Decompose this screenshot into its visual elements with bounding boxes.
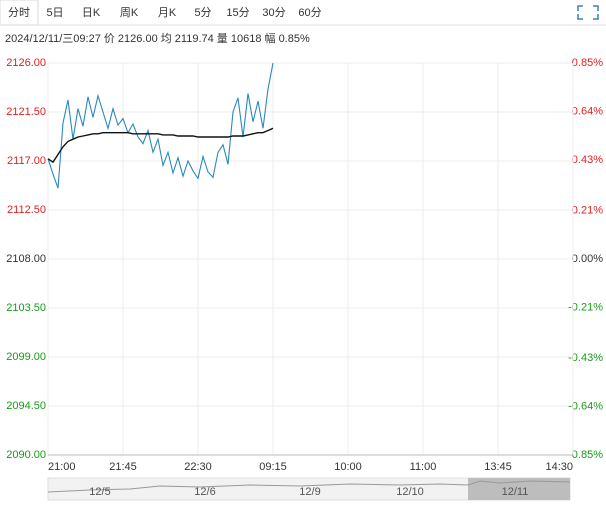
tab[interactable]: 周K	[120, 6, 139, 19]
navigator-label: 12/5	[89, 486, 110, 498]
x-tick-label: 11:00	[410, 461, 437, 473]
navigator-label: 12/11	[502, 486, 529, 498]
tab[interactable]: 月K	[158, 7, 177, 19]
navigator-label: 12/6	[194, 486, 215, 498]
y-tick-label: 2117.00	[7, 155, 46, 167]
y-tick-label: 2108.00	[6, 253, 46, 265]
x-tick-label: 22:30	[184, 461, 212, 473]
y-tick-label: 2126.00	[6, 57, 46, 69]
y-tick-label: 2103.50	[6, 302, 46, 314]
y2-tick-label: 0.64%	[572, 105, 603, 117]
navigator-window[interactable]	[468, 478, 570, 500]
price-line	[47, 127, 274, 164]
navigator-sparkline	[47, 480, 571, 493]
tab[interactable]: 5分	[194, 6, 211, 19]
y2-tick-label: 0.00%	[572, 253, 603, 265]
y-tick-label: 2121.50	[6, 106, 46, 118]
y2-tick-label: 0.43%	[572, 154, 603, 166]
y-tick-label: 2099.00	[6, 351, 46, 363]
x-tick-label: 09:15	[259, 461, 287, 473]
tab[interactable]: 60分	[298, 6, 321, 19]
y2-tick-label: -0.21%	[568, 301, 603, 313]
y-tick-label: 2094.50	[6, 400, 46, 412]
y-tick-label: 2112.50	[7, 204, 46, 216]
x-tick-label: 21:45	[109, 461, 137, 473]
y2-tick-label: -0.64%	[568, 400, 603, 412]
info-line: 2024/12/11/三09:27 价 2126.00 均 2119.74 量 …	[5, 32, 310, 45]
y2-tick-label: 0.21%	[572, 204, 603, 216]
tab[interactable]: 30分	[262, 6, 285, 19]
y2-tick-label: -0.85%	[568, 449, 603, 461]
x-tick-label: 21:00	[48, 461, 76, 473]
tab[interactable]: 15分	[226, 6, 249, 19]
x-tick-label: 10:00	[334, 461, 362, 473]
navigator-label: 12/9	[299, 486, 320, 498]
navigator-label: 12/10	[396, 486, 424, 498]
tab-active	[0, 0, 39, 26]
tab[interactable]: 5日	[46, 7, 63, 19]
y2-tick-label: 0.85%	[572, 57, 603, 69]
tab[interactable]: 分时	[8, 6, 30, 19]
y2-tick-label: -0.43%	[568, 352, 603, 364]
price-line	[47, 62, 274, 189]
tab[interactable]: 日K	[82, 7, 101, 19]
y-tick-label: 2090.00	[6, 449, 46, 461]
x-tick-label: 14:30	[545, 461, 573, 473]
fullscreen-icon[interactable]	[577, 5, 599, 20]
x-tick-label: 13:45	[484, 461, 512, 473]
